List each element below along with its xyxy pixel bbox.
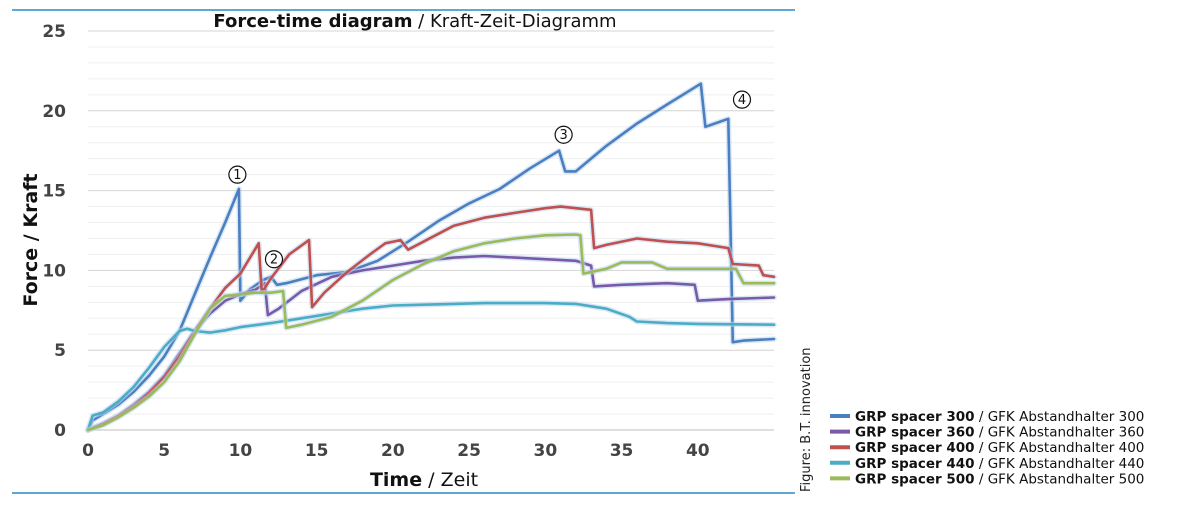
series-line-4 [86,233,776,432]
x-tick-labels: 0 5 10 15 20 25 30 35 40 [82,441,710,461]
legend-name-normal-1: / GFK Abstandhalter 360 [975,425,1145,441]
y-tick-label: 15 [42,182,66,202]
x-axis-label-normal: Zeit [441,469,478,491]
legend: GRP spacer 300 / GFK Abstandhalter 300GR… [830,409,1144,487]
y-tick-label: 10 [42,261,66,281]
y-tick-label: 20 [42,102,66,122]
x-tick-label: 35 [610,441,634,461]
legend-entry-0: GRP spacer 300 / GFK Abstandhalter 300 [855,409,1144,425]
x-tick-label: 0 [82,441,94,461]
y-tick-label: 5 [54,341,66,361]
marker-circle-2 [264,250,284,269]
x-tick-label: 25 [457,441,481,461]
legend-entry-4: GRP spacer 500 / GFK Abstandhalter 500 [855,471,1144,487]
x-tick-label: 30 [533,441,557,461]
legend-entry-1: GRP spacer 360 / GFK Abstandhalter 360 [855,425,1144,441]
chart-title-sep: / [412,11,430,32]
marker-circle-4 [732,90,752,109]
x-axis-label-sep: / [422,469,440,491]
event-markers: 1 2 3 4 [228,90,752,269]
chart-title-bold: Force-time diagram [213,11,412,32]
legend-entry-3: GRP spacer 440 / GFK Abstandhalter 440 [855,456,1144,472]
series-line-3 [86,301,776,432]
x-tick-label: 40 [686,441,710,461]
legend-name-bold-1: GRP spacer 360 [855,425,975,441]
marker-label-1: 1 [233,168,241,183]
gridlines [88,30,774,431]
legend-entry-2: GRP spacer 400 / GFK Abstandhalter 400 [855,440,1144,456]
legend-name-bold-2: GRP spacer 400 [855,440,975,456]
legend-name-normal-4: / GFK Abstandhalter 500 [975,471,1145,487]
chart-title-normal: Kraft-Zeit-Diagramm [430,11,617,32]
legend-name-bold-4: GRP spacer 500 [855,471,975,487]
series-lines [85,80,777,433]
marker-circle-1 [228,165,247,184]
figure-credit: Figure: B.T. innovation [799,347,814,492]
y-tick-label: 25 [42,22,66,42]
x-tick-label: 10 [229,441,253,461]
y-axis-label: Force / Kraft [20,173,42,306]
legend-name-bold-0: GRP spacer 300 [855,409,975,425]
x-tick-label: 15 [305,441,329,461]
x-tick-label: 5 [158,441,170,461]
series-halo-0 [85,80,777,433]
x-axis-label: Time / Zeit [370,469,478,491]
x-tick-label: 20 [381,441,405,461]
marker-label-3: 3 [559,128,567,143]
marker-label-2: 2 [270,253,278,268]
legend-name-normal-2: / GFK Abstandhalter 400 [975,440,1145,456]
series-line-0 [86,82,776,432]
legend-name-bold-3: GRP spacer 440 [855,456,975,472]
y-tick-label: 0 [54,421,66,441]
chart-title: Force-time diagram / Kraft-Zeit-Diagramm [213,11,616,32]
marker-label-4: 4 [738,93,746,108]
legend-name-normal-0: / GFK Abstandhalter 300 [975,409,1145,425]
x-axis-label-bold: Time [370,469,422,491]
marker-circle-3 [554,125,573,144]
y-tick-labels: 0 5 10 15 20 25 [42,22,66,441]
legend-name-normal-3: / GFK Abstandhalter 440 [975,456,1145,472]
